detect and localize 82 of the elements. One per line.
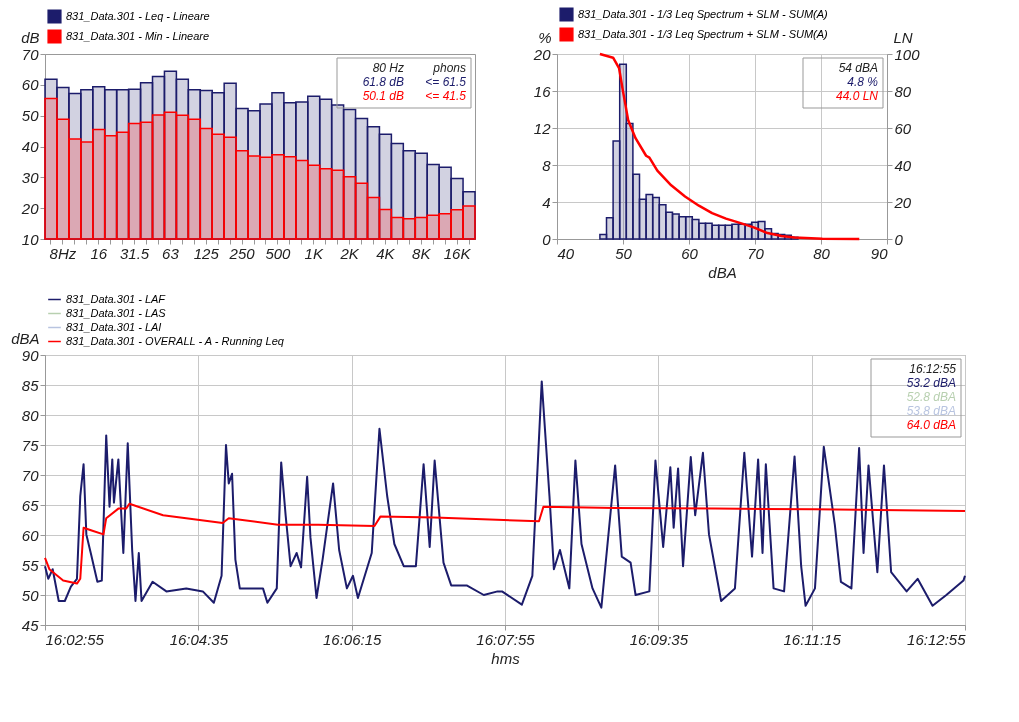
legend-label: 831_Data.301 - LAS (66, 306, 167, 319)
x-tick-label: 16:11:15 (783, 630, 842, 648)
y-tick-label: 60 (21, 526, 40, 544)
x-tick-label: 16:06:15 (322, 630, 383, 648)
y-tick-label: 4 (542, 193, 551, 211)
annotation: 16:12:55 (909, 362, 957, 376)
y-tick-label: 65 (21, 496, 40, 514)
annotation: 54 dBA (838, 61, 878, 75)
annotation: <= 41.5 (425, 89, 467, 103)
x-tick-label: 40 (557, 244, 575, 262)
legend-label: 831_Data.301 - LAI (66, 320, 162, 333)
y-tick-label: 70 (21, 45, 40, 63)
y2-tick-label: 100 (894, 45, 921, 63)
annotation: 53.8 dBA (906, 404, 956, 418)
legend-label: 831_Data.301 - LAF (66, 292, 167, 305)
x-tick-label: 8Hz (49, 244, 77, 262)
y-tick-label: 8 (542, 156, 552, 174)
y-axis-title: % (538, 28, 552, 46)
legend-label: 831_Data.301 - Min - Lineare (66, 29, 210, 42)
legend-label: 831_Data.301 - Leq - Lineare (66, 9, 210, 22)
y-tick-label: 30 (21, 168, 40, 186)
x-tick-label: 60 (681, 244, 699, 262)
x-tick-label: 16:07:55 (476, 630, 536, 648)
y-axis-title: dB (21, 28, 40, 46)
y-tick-label: 55 (21, 556, 40, 574)
y-tick-label: 60 (21, 76, 40, 94)
annotation: 53.2 dBA (906, 376, 956, 390)
y-tick-label: 20 (532, 45, 552, 63)
y-tick-label: 85 (21, 376, 40, 394)
y-tick-label: 0 (542, 230, 552, 248)
x-tick-label: 50 (615, 244, 633, 262)
x-tick-label: 31.5 (119, 244, 150, 262)
y-tick-label: 50 (21, 586, 40, 604)
x-tick-label: 16:12:55 (907, 630, 967, 648)
x-tick-label: 16:02:55 (45, 630, 105, 648)
x-tick-label: 250 (228, 244, 256, 262)
y-tick-label: 20 (20, 199, 40, 217)
y2-tick-label: 80 (894, 82, 912, 100)
y2-tick-label: 60 (894, 119, 912, 137)
legend-label: 831_Data.301 - 1/3 Leq Spectrum + SLM - SUM(A) (578, 27, 829, 40)
y2-tick-label: 20 (893, 193, 912, 211)
x-tick-label: 1K (304, 244, 324, 262)
annotation: 4.8 % (847, 75, 879, 89)
x-tick-label: 16:09:35 (629, 630, 689, 648)
x-tick-label: 16K (443, 244, 472, 262)
x-tick-label: 4K (376, 244, 396, 262)
y-axis-title: dBA (11, 329, 40, 347)
y-tick-label: 16 (533, 82, 552, 100)
y-tick-label: 75 (21, 436, 40, 454)
y-tick-label: 80 (21, 406, 40, 424)
x-tick-label: 16:04:35 (169, 630, 229, 648)
x-tick-label: 63 (162, 244, 180, 262)
annotation: 61.8 dB (362, 75, 404, 89)
y-tick-label: 10 (21, 230, 40, 248)
x-axis-title: hms (491, 649, 521, 667)
x-tick-label: 80 (813, 244, 831, 262)
x-tick-label: 70 (747, 244, 765, 262)
x-tick-label: 125 (193, 244, 220, 262)
y-tick-label: 40 (21, 138, 40, 155)
y2-axis-title: LN (893, 28, 913, 46)
y-tick-label: 50 (21, 107, 40, 125)
y-tick-label: 90 (21, 346, 40, 364)
annotation: 64.0 dBA (906, 418, 956, 432)
y2-tick-label: 40 (894, 156, 912, 174)
x-axis-title: dBA (708, 263, 737, 281)
x-tick-label: 16 (90, 244, 108, 262)
legend-label: 831_Data.301 - OVERALL - A - Running Leq (66, 334, 285, 347)
y-tick-label: 70 (21, 466, 40, 484)
x-tick-label: 90 (870, 244, 889, 262)
legend-label: 831_Data.301 - 1/3 Leq Spectrum + SLM - SUM(A) (578, 7, 829, 20)
annotation: 52.8 dBA (906, 390, 956, 404)
annotation: 50.1 dB (362, 89, 404, 103)
x-tick-label: 2K (339, 244, 360, 262)
x-tick-label: 8K (412, 244, 432, 262)
annotation: 80 Hz (372, 61, 404, 75)
annotation: <= 61.5 (425, 75, 467, 89)
y-tick-label: 45 (21, 616, 40, 634)
y-tick-label: 12 (533, 119, 552, 137)
annotation: phons (432, 61, 466, 75)
x-tick-label: 500 (265, 244, 292, 262)
y2-tick-label: 0 (894, 230, 904, 248)
annotation: 44.0 LN (835, 89, 879, 103)
